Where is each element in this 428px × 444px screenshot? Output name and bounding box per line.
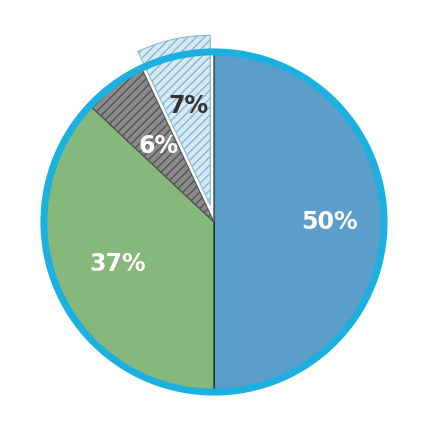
Text: 6%: 6%	[139, 135, 179, 159]
Wedge shape	[214, 52, 384, 392]
Wedge shape	[138, 36, 210, 206]
Text: 37%: 37%	[89, 252, 146, 276]
Wedge shape	[44, 106, 214, 392]
Text: 50%: 50%	[301, 210, 358, 234]
Wedge shape	[90, 68, 214, 222]
Text: 7%: 7%	[168, 94, 208, 118]
